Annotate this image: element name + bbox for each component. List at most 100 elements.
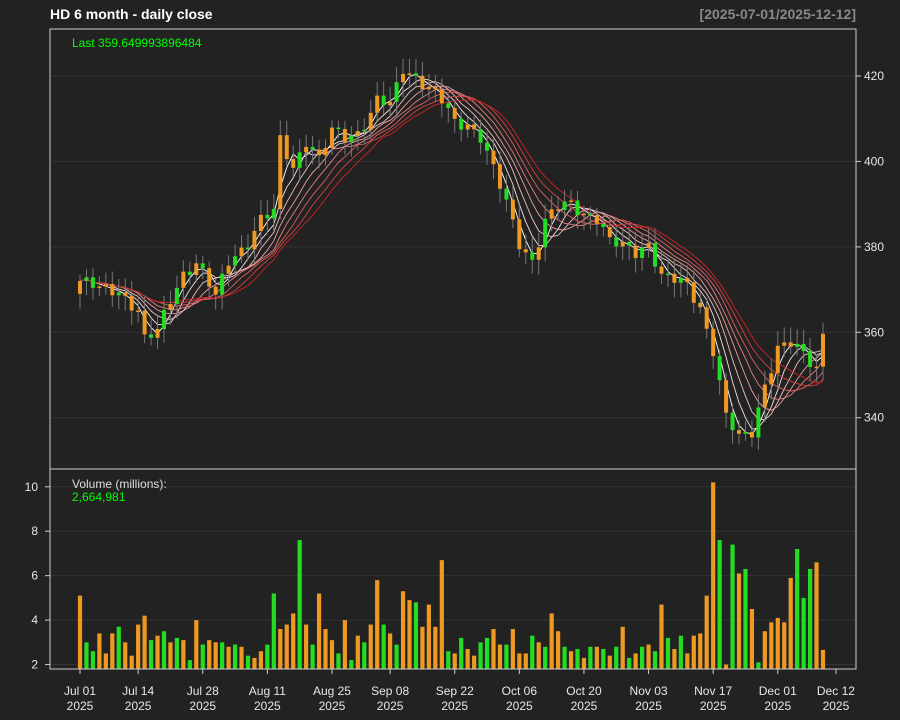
volume-bar <box>349 660 354 669</box>
volume-bar <box>123 642 128 669</box>
price-panel: 340 360 380 400 420 Last 359.649993896484 <box>49 28 884 470</box>
volume-bar <box>446 651 451 669</box>
x-tick-label: Nov 03 <box>630 684 668 698</box>
x-tick-label: Oct 06 <box>502 684 538 698</box>
volume-bar <box>814 562 819 669</box>
candle-body <box>187 271 192 275</box>
x-tick-year: 2025 <box>254 699 281 713</box>
candle-body <box>304 146 309 153</box>
chart-title: HD 6 month - daily close <box>50 6 213 22</box>
candle-body <box>297 152 302 168</box>
volume-bar <box>155 635 160 669</box>
candle-body <box>775 345 780 374</box>
volume-bar <box>77 595 83 669</box>
candle-body <box>149 334 154 338</box>
volume-bar <box>510 629 515 669</box>
volume-bar <box>310 644 315 669</box>
volume-bar <box>84 642 89 669</box>
volume-bar <box>181 640 186 669</box>
volume-bar <box>756 662 761 669</box>
volume-bar <box>400 591 406 669</box>
candle-body <box>510 199 515 220</box>
x-tick-year: 2025 <box>319 699 346 713</box>
candle-body <box>821 333 825 367</box>
volume-bar <box>639 646 645 669</box>
candle-body <box>530 252 535 260</box>
volume-panel: 2 4 6 8 10 Volume (millions):2,664,981 <box>25 468 857 672</box>
volume-bar <box>362 642 367 669</box>
candle-body <box>136 310 141 313</box>
volume-bar <box>258 651 264 669</box>
volume-bar <box>142 615 147 669</box>
candle-body <box>155 329 160 338</box>
volume-bar <box>568 651 574 669</box>
candle-body <box>569 200 574 202</box>
candle-body <box>78 281 82 294</box>
volume-bar <box>775 617 780 669</box>
price-tick-label: 420 <box>864 69 884 83</box>
candle-body <box>426 86 431 90</box>
ma-ribbon-line <box>79 78 824 430</box>
candle-body <box>601 223 606 228</box>
volume-bar <box>782 622 787 669</box>
volume-bar <box>291 613 296 669</box>
volume-bar <box>168 642 173 669</box>
volume-bar <box>316 593 322 669</box>
volume-bar <box>607 655 612 669</box>
volume-bar <box>556 631 561 669</box>
candle-body <box>459 118 464 130</box>
volume-bar <box>672 649 677 669</box>
candle-body <box>717 356 722 381</box>
candle-body <box>620 241 625 247</box>
volume-bar <box>762 631 767 669</box>
candle-body <box>665 273 670 276</box>
volume-tick-label: 4 <box>31 613 38 627</box>
volume-bar <box>452 653 457 669</box>
candle-body <box>581 213 586 216</box>
candle-body <box>362 129 367 132</box>
candle-body <box>756 407 761 438</box>
volume-bar <box>769 622 774 669</box>
volume-tick-label: 8 <box>31 524 38 538</box>
ma-ribbon-line <box>79 81 824 421</box>
candle-body <box>200 263 205 269</box>
candle-body <box>271 208 276 219</box>
volume-bar <box>232 644 238 669</box>
volume-bar <box>652 651 658 669</box>
volume-bar <box>691 635 696 669</box>
candle-body <box>174 287 179 305</box>
volume-bar <box>194 620 199 669</box>
volume-bar <box>594 646 599 669</box>
candle-body <box>724 380 729 413</box>
volume-bar <box>743 569 748 669</box>
ma-ribbon-line <box>79 99 824 384</box>
candle-body <box>614 237 619 247</box>
volume-bar <box>342 620 347 669</box>
candle-body <box>743 431 748 434</box>
volume-bar <box>394 644 399 669</box>
candle-body <box>607 227 612 238</box>
volume-bar <box>200 644 205 669</box>
candle-body <box>329 127 334 148</box>
candle-body <box>672 273 677 283</box>
volume-bar <box>523 653 528 669</box>
x-tick-year: 2025 <box>823 699 850 713</box>
volume-bar <box>807 569 813 669</box>
volume-bar <box>329 640 335 669</box>
volume-bar <box>549 613 554 669</box>
candle-body <box>504 188 509 200</box>
candle-body <box>401 73 406 83</box>
x-tick-label: Jul 14 <box>122 684 154 698</box>
volume-bar <box>620 626 625 669</box>
volume-bar <box>220 642 225 669</box>
volume-bar <box>355 635 360 669</box>
volume-bar <box>665 637 671 669</box>
candle-body <box>355 131 360 136</box>
volume-bar <box>226 646 231 669</box>
candle-body <box>575 200 580 216</box>
x-tick-label: Jul 28 <box>187 684 219 698</box>
candle-body <box>704 307 709 329</box>
price-tick-label: 380 <box>864 240 884 254</box>
candle-body <box>252 230 257 250</box>
ma-ribbon-line <box>79 91 824 392</box>
